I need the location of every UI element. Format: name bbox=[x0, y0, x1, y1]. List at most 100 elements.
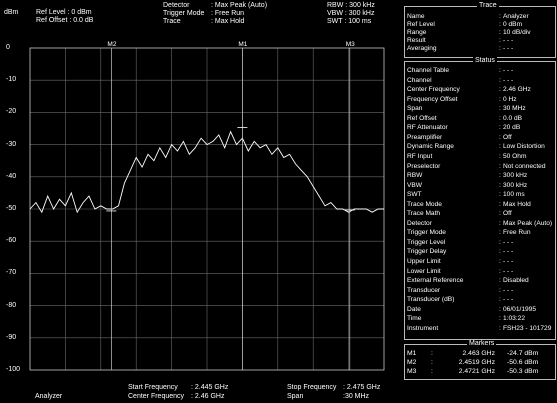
spectrum-plot[interactable]: M2 M1 M3 bbox=[0, 0, 400, 403]
trace-box-title: Trace bbox=[477, 2, 499, 10]
panel-row: Instrument: FSH23 - 101729 bbox=[407, 325, 555, 333]
panel-row: Ref Offset: 0.0 dB bbox=[407, 115, 555, 123]
panel-row: Range:10 dB/div bbox=[407, 29, 555, 37]
panel-row-value: 50 Ohm bbox=[503, 152, 527, 160]
trigger-mode-label: Trigger Mode bbox=[163, 10, 205, 17]
spectrum-trace bbox=[29, 130, 384, 214]
panel-row-colon: : bbox=[499, 67, 501, 74]
status-box: Status Channel Table: - - - Channel: - - -C… bbox=[404, 57, 556, 340]
center-frequency-value: : 2.46 GHz bbox=[191, 393, 225, 400]
panel-row-colon: : bbox=[499, 13, 501, 20]
marker-label: M1 bbox=[238, 41, 247, 48]
panel-row: External Reference: Disabled bbox=[407, 277, 555, 285]
panel-row: Trace Mode: Max Hold bbox=[407, 201, 555, 209]
panel-row-key: Transducer bbox=[407, 286, 441, 294]
span-value: :30 MHz bbox=[343, 393, 370, 400]
panel-row-colon: : bbox=[499, 315, 501, 323]
panel-row-key: Trace Mode bbox=[407, 200, 442, 208]
panel-row-value: 06/01/1995 bbox=[503, 305, 537, 313]
panel-row-key: Span bbox=[407, 105, 423, 113]
panel-row-value: Analyzer bbox=[503, 13, 529, 20]
panel-row-key: Preamplifier bbox=[407, 133, 443, 141]
panel-row-key: External Reference bbox=[407, 277, 464, 285]
panel-row-colon: : bbox=[499, 45, 501, 52]
y-tick-label: -60 bbox=[6, 237, 17, 245]
panel-row-colon: : bbox=[499, 114, 501, 122]
marker-row: M2: 2.4519 GHz -50.6 dBm bbox=[407, 359, 555, 367]
panel-row: Trigger Delay: - - - bbox=[407, 248, 555, 256]
panel-row: Detector: Max Peak (Auto) bbox=[407, 220, 555, 228]
panel-row-colon: : bbox=[499, 191, 501, 199]
panel-row-colon: : bbox=[499, 29, 501, 36]
marker-frequency: 2.4721 GHz bbox=[458, 368, 495, 375]
panel-row-colon: : bbox=[499, 238, 501, 246]
span-label: Span bbox=[287, 393, 304, 400]
panel-row-key: Date bbox=[407, 305, 421, 313]
ref-level-label: Ref Level : 0 dBm bbox=[36, 9, 92, 16]
panel-row-key: VBW bbox=[407, 181, 423, 189]
panel-row-colon: : bbox=[499, 162, 501, 170]
panel-row-value: 1:03:22 bbox=[503, 315, 525, 323]
panel-row: Dynamic Range: Low Distortion bbox=[407, 143, 555, 151]
y-tick-label: -90 bbox=[6, 333, 17, 341]
panel-row-value: - - - bbox=[503, 45, 514, 52]
vbw-label: VBW : 300 kHz bbox=[327, 10, 375, 17]
panel-row-colon: : bbox=[499, 286, 501, 294]
trigger-mode-value: : Free Run bbox=[211, 10, 245, 17]
panel-row: Trigger Level: - - - bbox=[407, 239, 555, 247]
panel-row: Result: - - - bbox=[407, 37, 555, 45]
panel-row-value: 100 ms bbox=[503, 191, 525, 199]
panel-row-value: Off bbox=[503, 133, 512, 141]
panel-row-key: Trigger Level bbox=[407, 238, 446, 246]
panel-row-value: - - - bbox=[503, 267, 514, 275]
panel-row-value: 0 dBm bbox=[503, 21, 523, 28]
y-tick-label: -50 bbox=[6, 205, 17, 212]
panel-row-value: FSH23 - 101729 bbox=[503, 324, 552, 332]
rbw-label: RBW : 300 kHz bbox=[327, 2, 375, 9]
panel-row-colon: : bbox=[499, 21, 501, 28]
panel-row: Trigger Mode: Free Run bbox=[407, 229, 555, 237]
panel-row-value: Disabled bbox=[503, 277, 529, 285]
panel-row-key: Upper Limit bbox=[407, 258, 441, 265]
panel-row: RBW:300 kHz bbox=[407, 172, 555, 180]
panel-row: Span: 30 MHz bbox=[407, 105, 555, 113]
info-panel: Trace Name: Analyzer Ref Level: 0 dBm Range… bbox=[404, 2, 556, 381]
panel-row-value: - - - bbox=[503, 248, 514, 256]
panel-row-key: Lower Limit bbox=[407, 267, 441, 275]
mode-label: Analyzer bbox=[35, 393, 63, 400]
panel-row-value: Low Distortion bbox=[503, 143, 545, 151]
panel-row-key: RF Input bbox=[407, 152, 433, 160]
status-box-title: Status bbox=[473, 57, 497, 65]
marker-name: M2 bbox=[407, 359, 417, 366]
panel-row-colon: : bbox=[499, 37, 501, 44]
marker-colon: : bbox=[431, 350, 433, 357]
panel-row-value: 0.0 dB bbox=[503, 114, 523, 122]
panel-row-key: SWT bbox=[407, 191, 422, 199]
marker-name: M1 bbox=[407, 350, 417, 357]
marker-name: M3 bbox=[407, 368, 417, 375]
center-frequency-label: Center Frequency bbox=[128, 393, 185, 400]
panel-row-value: 0 Hz bbox=[503, 95, 517, 103]
panel-row-value: Off bbox=[503, 210, 512, 218]
panel-row-key: Averaging bbox=[407, 45, 437, 52]
marker-row: M1: 2.463 GHz -24.7 dBm bbox=[407, 350, 555, 358]
start-frequency-value: : 2.445 GHz bbox=[191, 384, 229, 391]
marker-power: -50.6 dBm bbox=[507, 359, 539, 366]
panel-row: Date:06/01/1995 bbox=[407, 306, 555, 314]
panel-row-colon: : bbox=[499, 172, 501, 180]
panel-row-value: Free Run bbox=[503, 229, 531, 237]
panel-row-key: Ref Offset bbox=[407, 114, 437, 122]
panel-row-value: Max Hold bbox=[503, 200, 531, 208]
panel-row: RF Input: 50 Ohm bbox=[407, 153, 555, 161]
panel-row-value: 2.46 GHz bbox=[503, 86, 531, 94]
marker-colon: : bbox=[431, 359, 433, 366]
panel-row: Time:1:03:22 bbox=[407, 315, 555, 323]
panel-row: Upper Limit: - - - bbox=[407, 258, 555, 266]
panel-row-key: Dynamic Range bbox=[407, 143, 454, 151]
swt-label: SWT : 100 ms bbox=[327, 18, 372, 25]
panel-row: Transducer (dB): - - - bbox=[407, 296, 555, 304]
panel-row-colon: : bbox=[499, 200, 501, 208]
panel-row-key: Channel bbox=[407, 76, 432, 84]
y-tick-label: -100 bbox=[6, 366, 21, 373]
panel-row-colon: : bbox=[499, 229, 501, 237]
